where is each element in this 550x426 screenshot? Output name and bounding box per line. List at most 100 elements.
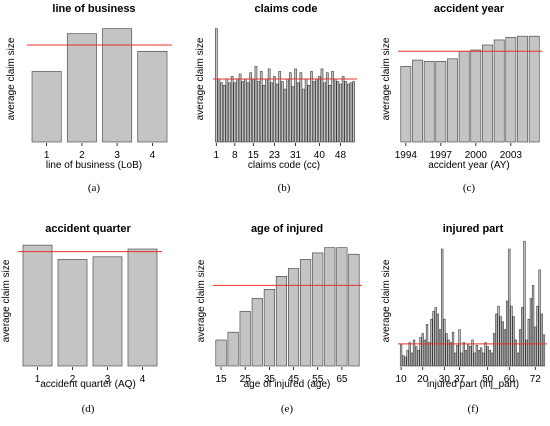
bar bbox=[296, 82, 300, 143]
bar bbox=[228, 82, 231, 143]
x-tick-label: 4 bbox=[150, 150, 156, 161]
chart-panel-3: 1994 1997 2000 2003 accident year accident ye… bbox=[381, 3, 542, 194]
bar bbox=[408, 342, 411, 367]
bar bbox=[241, 81, 245, 143]
panel-caption: (b) bbox=[278, 182, 291, 194]
bar bbox=[251, 298, 263, 367]
bar bbox=[417, 350, 420, 367]
bar bbox=[328, 85, 332, 143]
bar bbox=[215, 339, 227, 367]
bar bbox=[434, 307, 437, 367]
bar bbox=[281, 81, 284, 143]
x-tick-label: 40 bbox=[314, 150, 326, 161]
bar bbox=[251, 78, 255, 143]
bar bbox=[214, 28, 218, 143]
bar bbox=[344, 81, 348, 143]
bar bbox=[399, 343, 403, 367]
x-axis-label: age of injured (age) bbox=[244, 379, 331, 390]
x-tick-label: 1994 bbox=[395, 150, 418, 161]
bar bbox=[239, 311, 251, 367]
x-axis-label: accident year (AY) bbox=[428, 160, 510, 171]
bar bbox=[320, 68, 324, 143]
chart-title: injured part bbox=[443, 223, 504, 235]
x-tick-label: 15 bbox=[248, 150, 260, 161]
chart-title: accident year bbox=[434, 3, 505, 15]
x-axis-label: line of business (LoB) bbox=[46, 160, 142, 171]
bar bbox=[249, 72, 252, 143]
bar bbox=[451, 331, 455, 367]
bar bbox=[259, 71, 263, 143]
bar bbox=[503, 329, 507, 367]
bar bbox=[275, 83, 279, 143]
panel-caption: (c) bbox=[463, 182, 476, 194]
bar bbox=[318, 76, 321, 143]
x-tick-label: 23 bbox=[269, 150, 281, 161]
bar bbox=[540, 313, 543, 367]
bar bbox=[460, 352, 463, 367]
chart-title: claims code bbox=[255, 3, 318, 15]
x-axis-label: accident quarter (AQ) bbox=[40, 379, 136, 390]
x-tick-label: 37 bbox=[454, 374, 466, 385]
bar bbox=[423, 61, 435, 143]
bar bbox=[225, 78, 229, 143]
bar bbox=[488, 350, 491, 367]
bar bbox=[514, 339, 517, 367]
bar bbox=[304, 78, 308, 143]
bar bbox=[400, 66, 412, 143]
y-axis-label: average claim size bbox=[381, 37, 392, 120]
bar bbox=[236, 78, 239, 143]
bar bbox=[467, 343, 470, 367]
x-axis-label: injured part (inj_part) bbox=[427, 379, 519, 390]
bar bbox=[419, 337, 422, 367]
bar bbox=[471, 339, 474, 367]
bar bbox=[542, 334, 546, 367]
bar bbox=[492, 333, 496, 367]
bar bbox=[352, 81, 356, 143]
x-tick-label: 1 bbox=[44, 150, 50, 161]
x-axis-label: claims code (cc) bbox=[248, 160, 320, 171]
x-tick-label: 30 bbox=[439, 374, 451, 385]
bar bbox=[283, 88, 287, 143]
bar bbox=[495, 313, 498, 367]
y-axis-label: average claim size bbox=[381, 259, 392, 342]
bar bbox=[445, 333, 448, 367]
x-tick-label: 2000 bbox=[465, 150, 488, 161]
bar bbox=[273, 76, 276, 143]
x-tick-label: 20 bbox=[417, 374, 429, 385]
bar bbox=[441, 248, 444, 367]
x-tick-label: 4 bbox=[140, 374, 146, 385]
x-tick-label: 50 bbox=[482, 374, 494, 385]
bar bbox=[66, 33, 97, 143]
bar bbox=[300, 259, 312, 367]
chart-panel-1: 1 2 3 4 line of business line of business (Lo… bbox=[6, 3, 172, 194]
x-tick-label: 3 bbox=[114, 150, 120, 161]
bar bbox=[464, 350, 468, 367]
x-tick-label: 1 bbox=[214, 150, 220, 161]
bar bbox=[331, 71, 334, 143]
x-tick-label: 25 bbox=[240, 374, 252, 385]
bar bbox=[244, 78, 247, 143]
bar bbox=[257, 81, 260, 143]
bar bbox=[294, 68, 297, 143]
y-axis-label: average claim size bbox=[1, 259, 12, 342]
bar bbox=[458, 329, 461, 367]
bar bbox=[447, 339, 450, 367]
bar bbox=[230, 76, 234, 143]
bar bbox=[512, 316, 515, 367]
bar bbox=[510, 305, 513, 367]
bar bbox=[517, 35, 528, 143]
x-tick-label: 1997 bbox=[430, 150, 453, 161]
x-tick-label: 10 bbox=[396, 374, 408, 385]
bar bbox=[456, 344, 459, 367]
bar bbox=[531, 285, 535, 367]
x-tick-label: 3 bbox=[105, 374, 111, 385]
x-tick-label: 60 bbox=[504, 374, 516, 385]
bar bbox=[302, 88, 305, 143]
bar bbox=[443, 318, 446, 367]
bar bbox=[493, 39, 505, 143]
bar bbox=[428, 342, 431, 367]
bar bbox=[333, 78, 337, 143]
bar bbox=[222, 85, 226, 143]
bar bbox=[336, 247, 348, 367]
